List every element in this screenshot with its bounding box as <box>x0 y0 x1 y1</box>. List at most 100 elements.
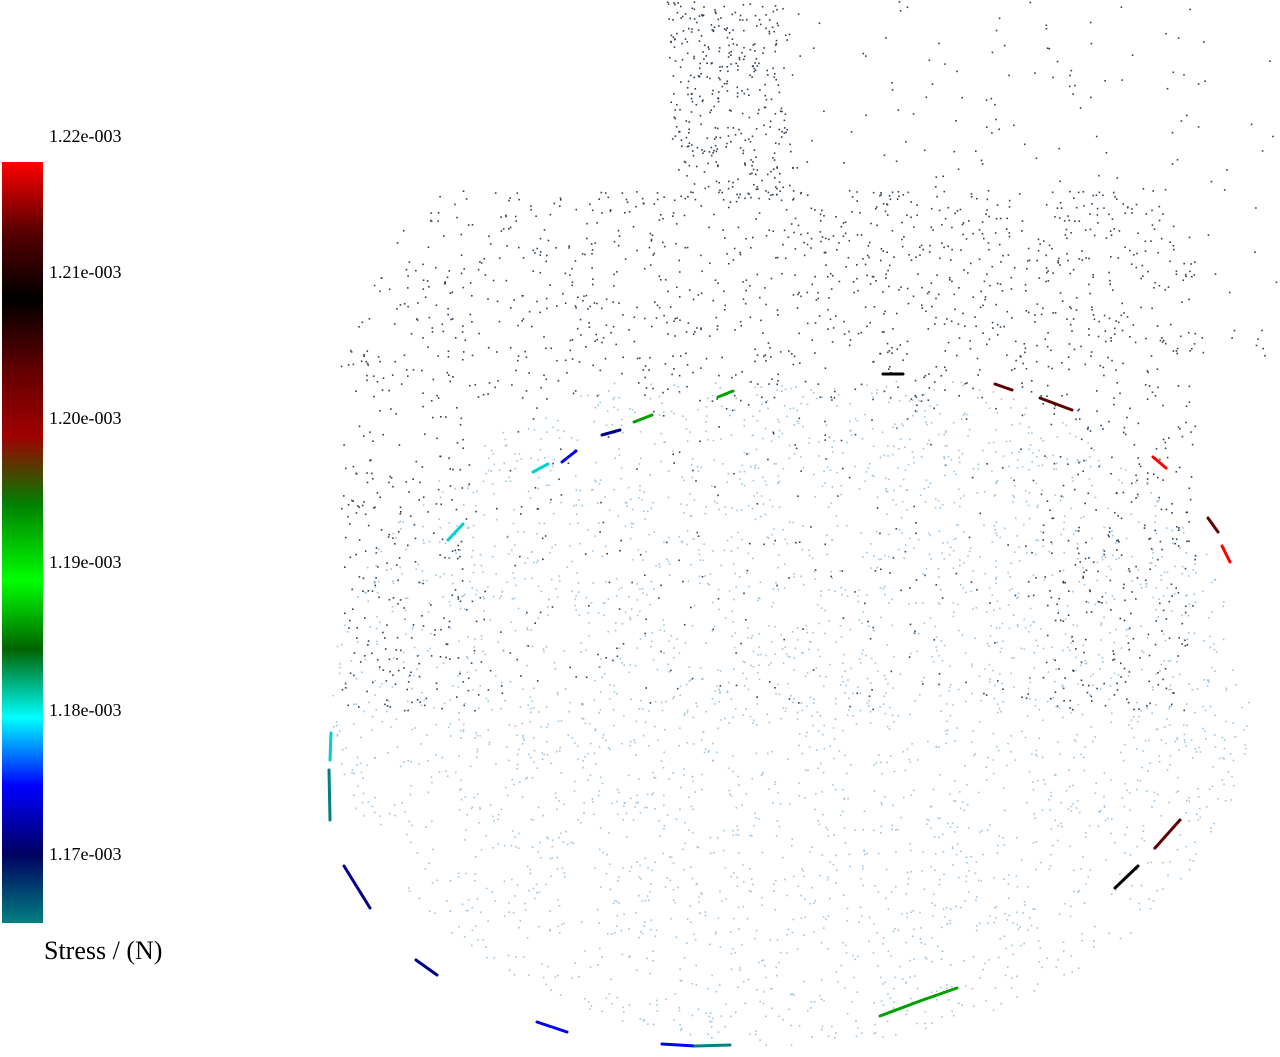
point <box>1177 426 1180 428</box>
point <box>1084 229 1087 231</box>
point <box>582 766 584 769</box>
point <box>970 196 973 198</box>
point <box>715 12 717 15</box>
point <box>386 562 388 564</box>
point <box>445 416 447 418</box>
point <box>935 186 937 188</box>
point <box>781 648 784 650</box>
point <box>1171 529 1174 532</box>
point <box>714 382 717 384</box>
point <box>463 723 465 726</box>
point <box>1049 809 1051 811</box>
point <box>1148 385 1151 387</box>
point <box>786 39 788 41</box>
point <box>739 14 742 17</box>
point <box>558 836 560 839</box>
point <box>611 933 613 935</box>
point <box>483 598 486 600</box>
point <box>733 394 736 397</box>
point <box>730 550 733 552</box>
point <box>563 650 566 652</box>
point <box>728 44 730 47</box>
point <box>336 735 339 737</box>
point <box>956 354 958 357</box>
point <box>396 636 399 639</box>
point <box>788 350 790 352</box>
point <box>735 200 738 203</box>
point <box>622 314 624 316</box>
point <box>483 610 485 612</box>
point <box>994 987 997 989</box>
point <box>814 808 817 811</box>
point <box>335 724 338 727</box>
point <box>1078 461 1080 464</box>
point <box>726 90 729 92</box>
point <box>1115 628 1117 631</box>
point <box>1001 467 1004 469</box>
point <box>667 290 669 293</box>
point <box>920 244 923 247</box>
point <box>880 1000 883 1002</box>
point <box>1207 234 1210 236</box>
point <box>598 482 601 485</box>
point <box>894 976 897 979</box>
point <box>427 650 429 652</box>
point <box>629 537 632 540</box>
point <box>962 384 964 387</box>
point <box>792 190 795 192</box>
point <box>1103 550 1106 552</box>
point <box>1044 576 1046 578</box>
point <box>607 196 610 199</box>
point <box>751 834 753 837</box>
point <box>1250 123 1253 126</box>
point <box>1178 527 1180 529</box>
point <box>1023 343 1026 345</box>
point <box>738 852 740 854</box>
point <box>353 674 355 677</box>
point <box>922 248 924 251</box>
point <box>472 549 474 552</box>
point <box>774 5 777 7</box>
point <box>628 671 631 674</box>
point <box>636 191 638 193</box>
point <box>962 587 964 589</box>
point <box>514 564 516 567</box>
point <box>688 142 691 144</box>
point <box>752 161 754 163</box>
point <box>743 881 745 883</box>
point <box>949 714 952 717</box>
point <box>405 597 407 600</box>
point <box>851 211 853 213</box>
point <box>993 495 996 497</box>
point <box>699 582 701 585</box>
point <box>952 615 955 618</box>
point <box>1154 529 1157 532</box>
point <box>754 360 756 363</box>
point <box>376 616 378 618</box>
point <box>785 707 787 710</box>
point <box>1156 728 1159 730</box>
point <box>1072 93 1074 95</box>
point <box>717 597 720 600</box>
point <box>477 694 480 696</box>
point <box>733 917 735 920</box>
point <box>1040 437 1042 440</box>
point <box>714 279 717 281</box>
point <box>585 346 587 348</box>
point <box>608 509 611 511</box>
point <box>352 608 354 610</box>
point <box>958 505 961 508</box>
point <box>1035 360 1038 363</box>
point <box>396 658 398 660</box>
point <box>539 271 542 274</box>
point <box>1184 567 1187 570</box>
point <box>511 384 513 386</box>
point <box>415 460 418 463</box>
point <box>824 543 826 546</box>
point <box>463 268 465 270</box>
point <box>1082 567 1084 569</box>
point <box>386 699 388 701</box>
point <box>966 862 968 864</box>
point <box>717 1031 720 1033</box>
